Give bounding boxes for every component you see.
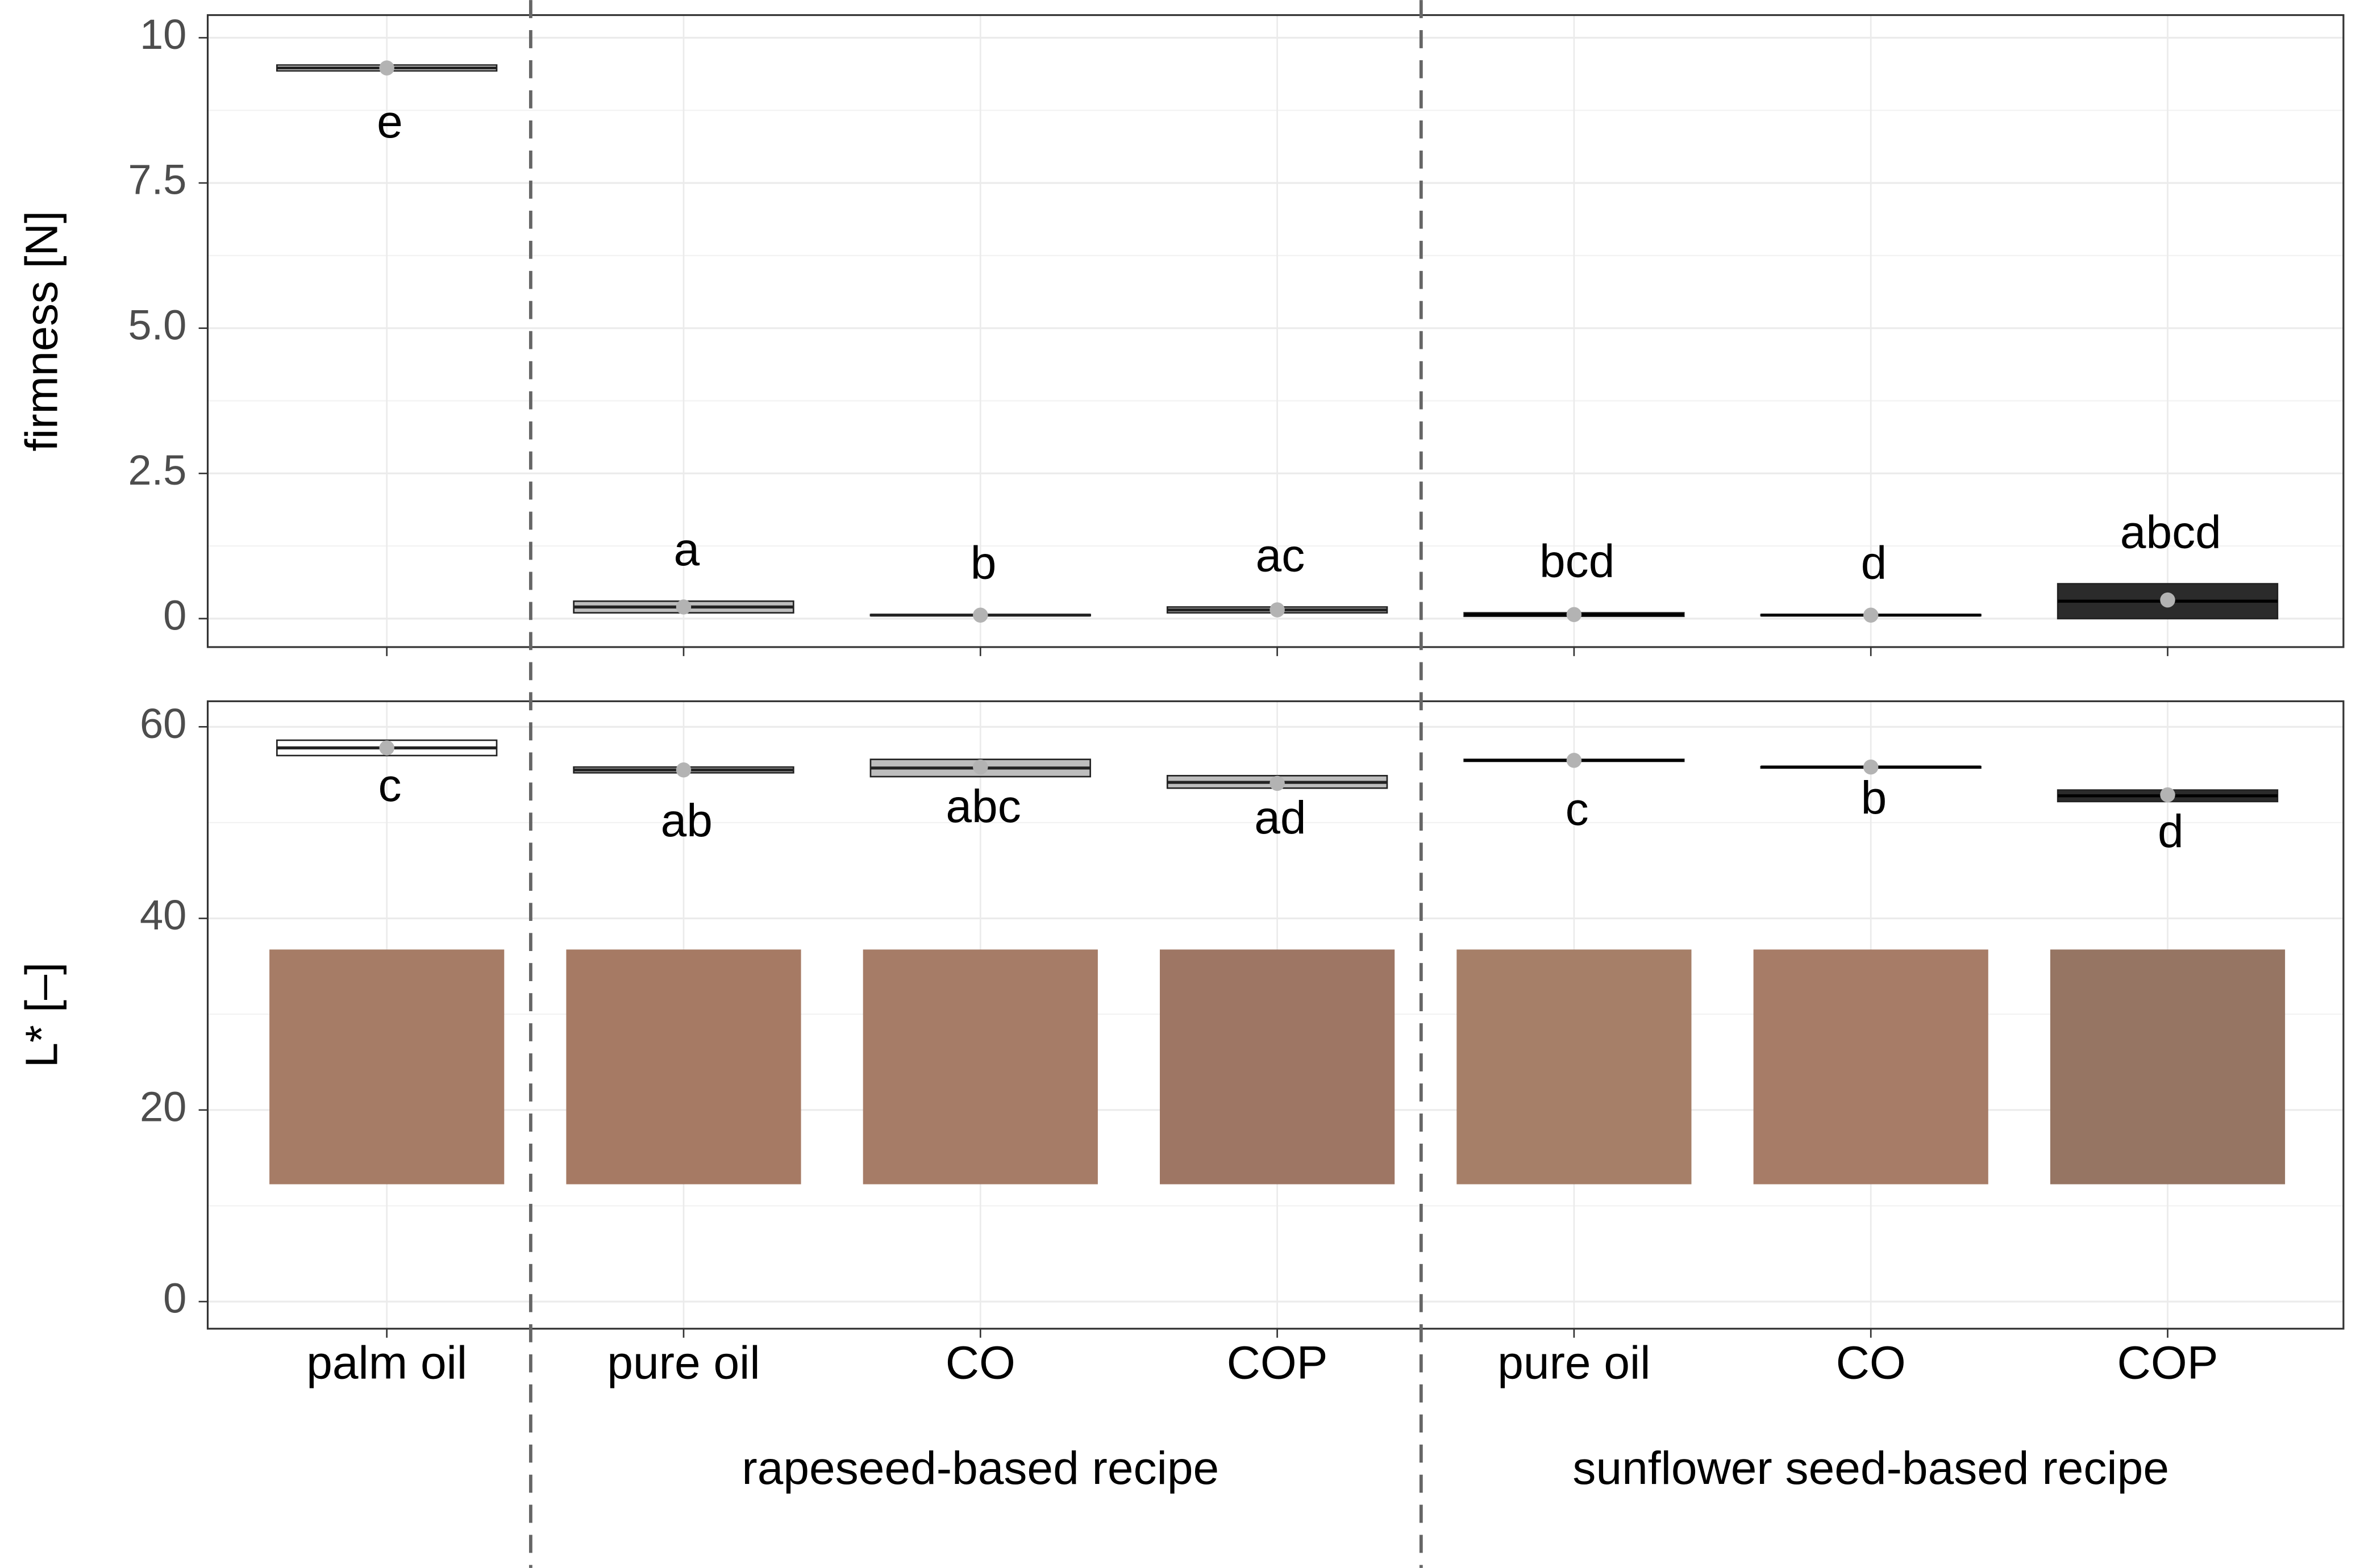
y-tick-label: 0 [163,1275,186,1322]
significance-letter: b [971,537,997,589]
significance-letter: d [1861,537,1887,589]
mean-dot [1566,753,1582,768]
y-axis-label: firmness [N] [16,211,66,452]
mean-dot [676,599,692,615]
y-axis-label: L* [–] [16,962,66,1067]
significance-letter: d [2158,806,2184,857]
group-label: sunflower seed-based recipe [1572,1442,2169,1494]
y-tick-label: 7.5 [128,156,186,203]
significance-letter: ac [1256,529,1305,581]
y-tick-label: 5.0 [128,301,186,348]
mean-dot [973,607,988,623]
mean-dot [676,762,692,778]
x-tick-label: CO [1836,1337,1906,1389]
color-swatch [863,949,1098,1185]
significance-letter: a [673,524,700,576]
panel-border [206,700,2345,1330]
significance-letter: b [1861,772,1887,824]
color-swatch [1160,949,1395,1185]
significance-letter: abc [946,781,1021,832]
x-tick-label: pure oil [607,1337,760,1389]
color-swatch [1753,949,1988,1185]
mean-dot [1863,607,1879,623]
color-swatch [269,949,505,1185]
y-tick-label: 10 [140,11,186,58]
y-tick-label: 40 [140,891,186,939]
mean-dot [2160,592,2175,608]
significance-letter: c [378,760,401,811]
group-label: rapeseed-based recipe [742,1442,1219,1494]
mean-dot [1566,607,1582,622]
mean-dot [379,740,394,756]
color-swatch [2050,949,2286,1185]
mean-dot [973,759,988,775]
mean-dot [1863,759,1879,775]
y-tick-label: 20 [140,1083,186,1130]
panel-background [207,15,2344,647]
x-tick-label: pure oil [1497,1337,1650,1389]
x-tick-label: palm oil [306,1337,467,1389]
mean-dot [2160,787,2175,803]
mean-dot [1270,775,1285,791]
significance-letter: c [1566,783,1589,835]
significance-letter: ab [661,795,713,846]
y-tick-label: 0 [163,591,186,639]
x-tick-label: COP [2117,1337,2219,1389]
mean-dot [1270,602,1285,618]
significance-letter: bcd [1539,536,1614,587]
color-swatch [566,949,801,1185]
panel-border [206,14,2345,648]
significance-letter: e [377,96,403,148]
x-tick-label: COP [1227,1337,1328,1389]
significance-letter: abcd [2120,506,2221,558]
y-tick-label: 60 [140,700,186,747]
mean-dot [379,60,394,76]
significance-letter: ad [1254,792,1306,844]
color-swatch [1456,949,1692,1185]
x-tick-label: CO [946,1337,1015,1389]
y-tick-label: 2.5 [128,447,186,494]
